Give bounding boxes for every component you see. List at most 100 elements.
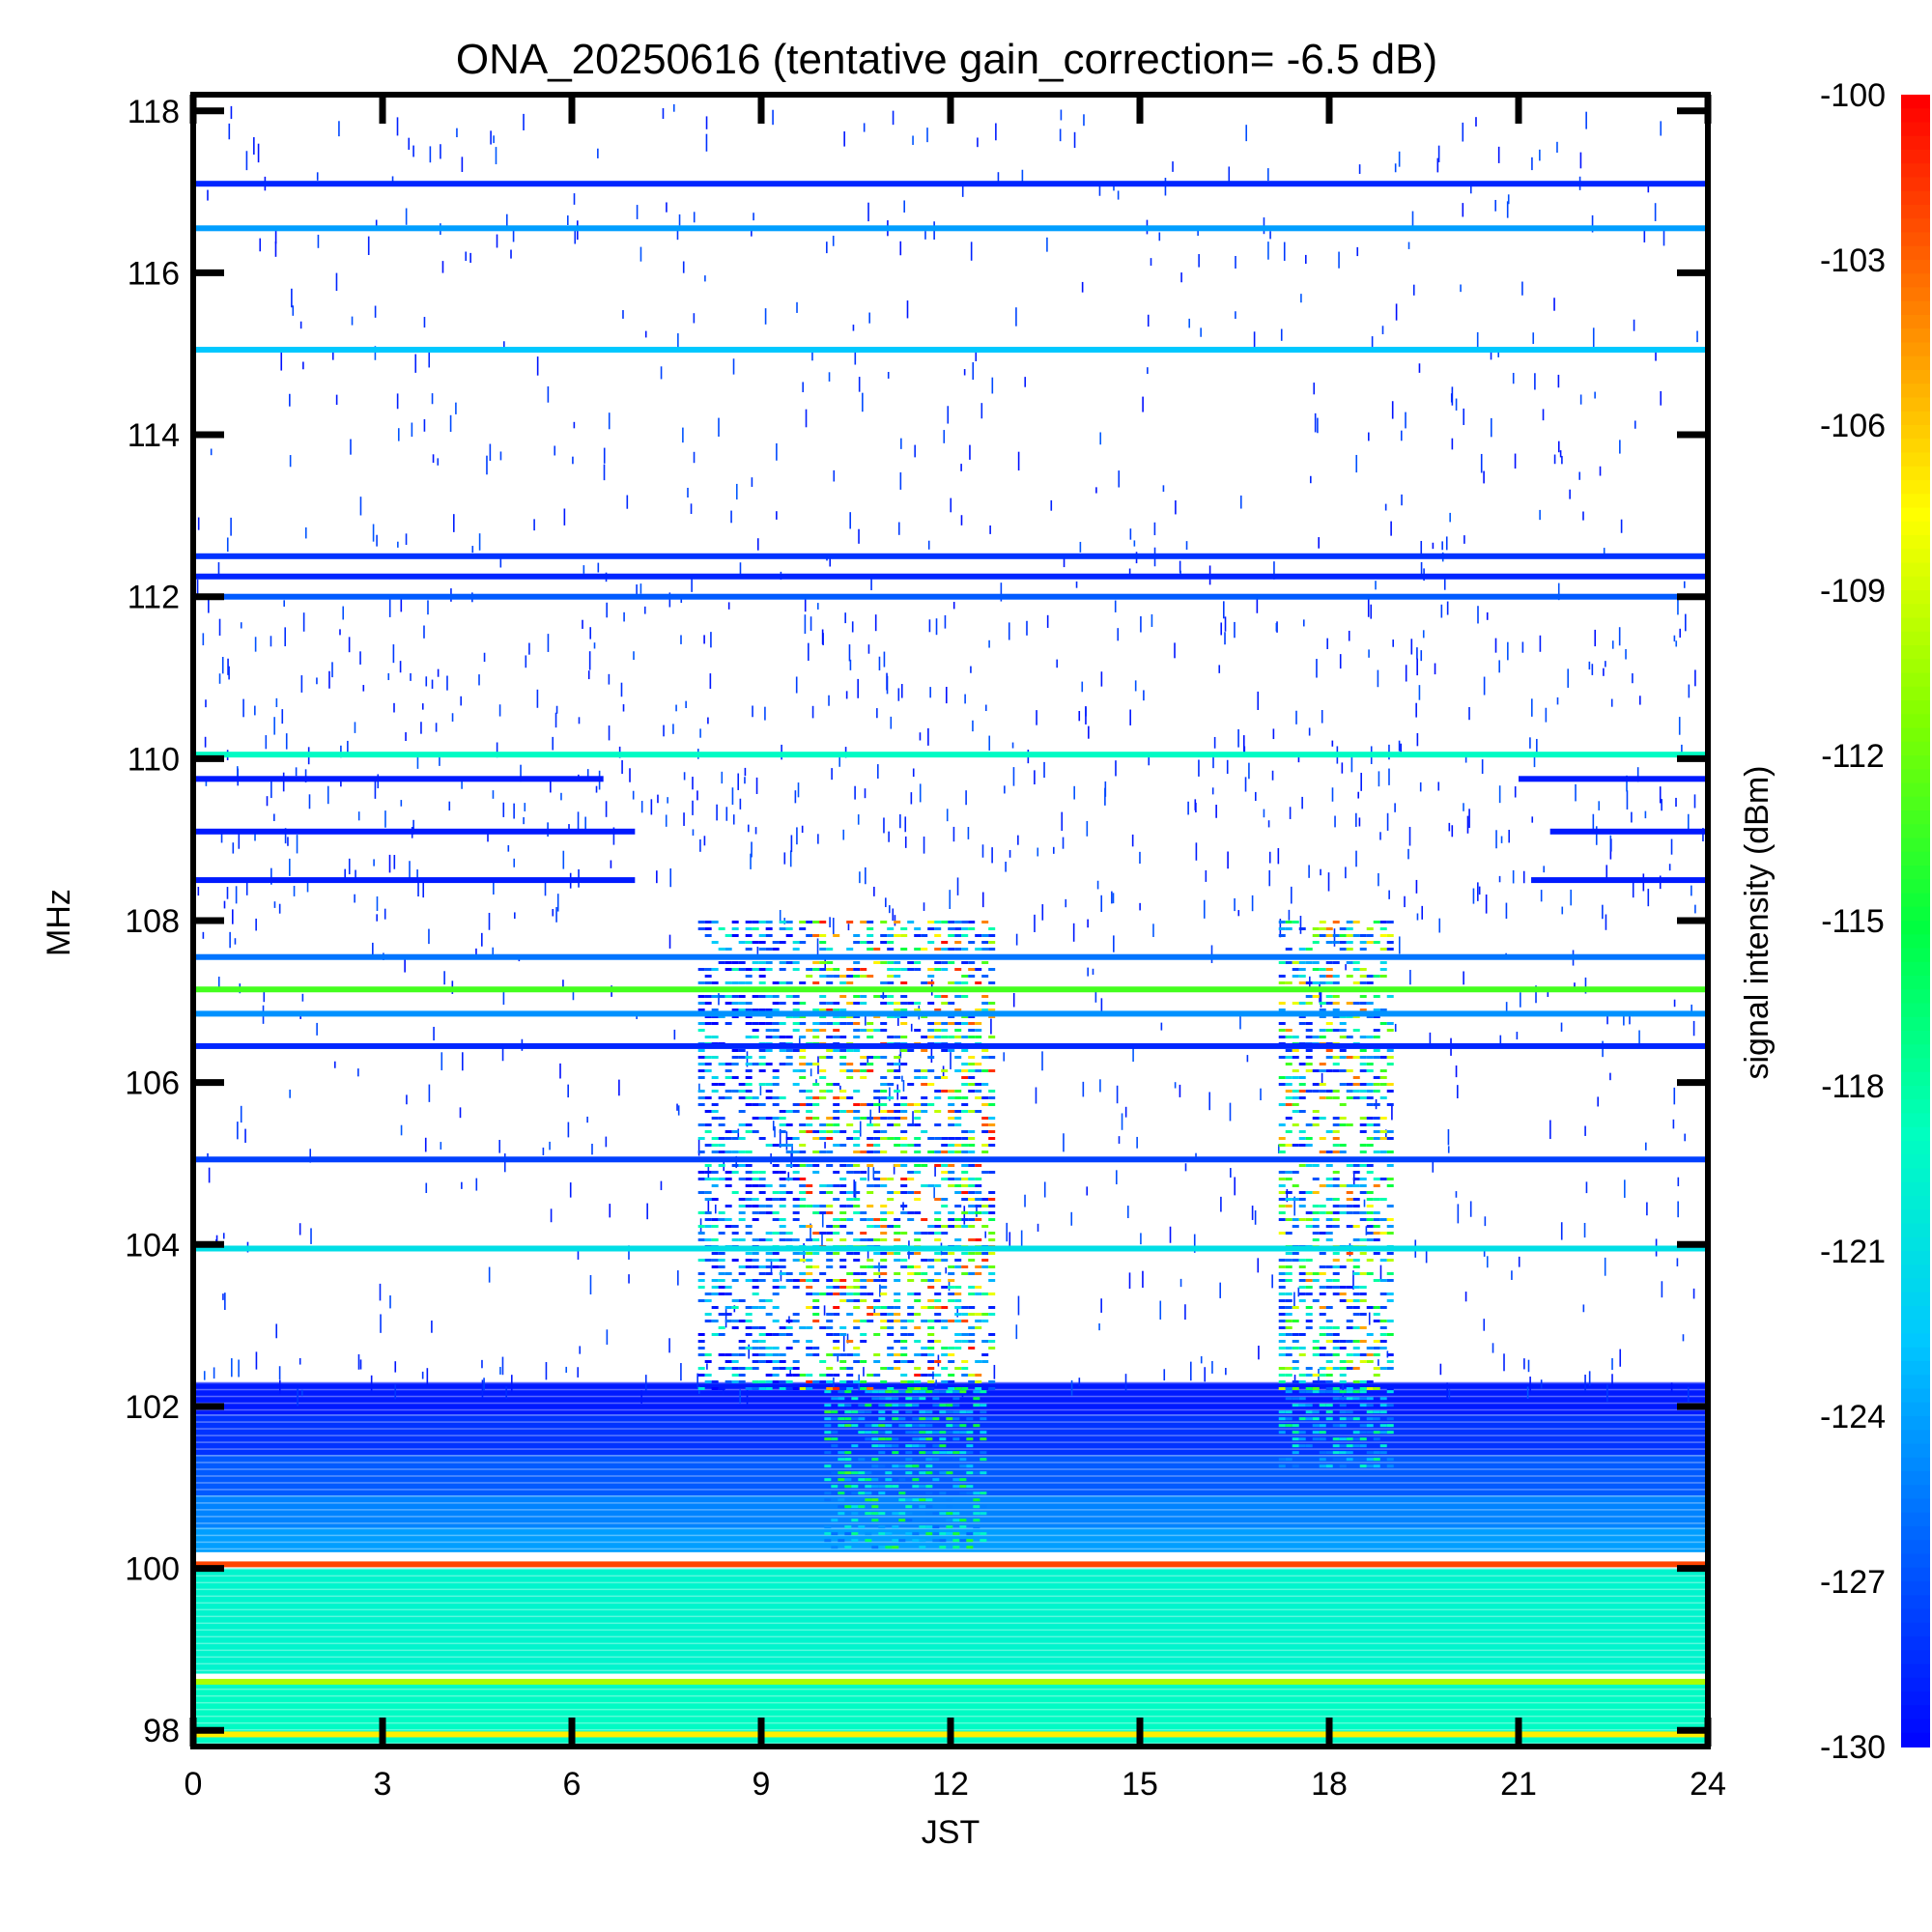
y-tick-label: 110 — [128, 741, 180, 778]
activity-cell — [697, 1367, 705, 1370]
activity-cell — [853, 1029, 861, 1032]
activity-cell — [758, 1103, 766, 1106]
colorbar-step — [1901, 1581, 1930, 1597]
activity-cell — [894, 1103, 901, 1106]
activity-cell — [758, 1137, 766, 1140]
activity-cell — [1319, 1069, 1326, 1072]
y-tick-label: 104 — [125, 1227, 180, 1264]
activity-cell — [1352, 961, 1360, 964]
activity-cell — [1298, 1374, 1306, 1377]
activity-cell — [806, 1265, 813, 1268]
noise-mark — [644, 330, 647, 338]
noise-mark — [984, 1231, 987, 1238]
activity-cell — [959, 1485, 967, 1489]
activity-cell — [1278, 1424, 1286, 1428]
activity-cell — [1366, 1164, 1374, 1167]
activity-cell — [738, 1123, 746, 1126]
activity-cell — [900, 1015, 908, 1018]
activity-cell — [871, 1390, 879, 1394]
activity-cell — [799, 1022, 807, 1025]
noise-mark — [425, 676, 428, 687]
activity-cell — [898, 1519, 906, 1522]
activity-cell — [894, 1090, 901, 1093]
noise-mark — [483, 652, 486, 663]
activity-cell — [792, 1360, 800, 1363]
activity-cell — [799, 981, 807, 984]
activity-cell — [988, 1123, 996, 1126]
noise-mark — [1529, 737, 1531, 749]
activity-cell — [1305, 1144, 1313, 1147]
activity-cell — [892, 1451, 899, 1455]
noise-mark — [666, 202, 668, 213]
noise-mark — [1457, 1085, 1459, 1098]
activity-cell — [966, 1492, 974, 1495]
activity-cell — [772, 1353, 780, 1356]
noise-mark — [567, 1084, 569, 1098]
activity-cell — [912, 1404, 920, 1407]
colorbar-step — [1901, 494, 1930, 509]
activity-cell — [921, 1110, 928, 1113]
noise-mark — [899, 241, 902, 256]
activity-cell — [988, 1218, 996, 1221]
activity-cell — [711, 1387, 719, 1390]
activity-cell — [785, 1063, 793, 1065]
activity-cell — [779, 1272, 786, 1275]
activity-cell — [1285, 1299, 1293, 1302]
activity-cell — [806, 1380, 813, 1383]
activity-cell — [914, 1137, 922, 1140]
activity-cell — [833, 1083, 840, 1086]
activity-cell — [892, 1444, 899, 1448]
noise-mark — [1447, 1128, 1450, 1146]
noise-mark — [1592, 327, 1595, 348]
noise-mark — [876, 708, 878, 719]
activity-cell — [718, 1211, 725, 1214]
activity-cell — [838, 1417, 845, 1421]
activity-cell — [792, 1009, 800, 1011]
noise-mark — [772, 109, 774, 126]
activity-cell — [939, 1532, 947, 1536]
noise-mark — [1228, 166, 1231, 182]
noise-mark — [1063, 1133, 1065, 1152]
activity-cell — [1359, 1380, 1367, 1383]
activity-cell — [1339, 1056, 1347, 1059]
activity-cell — [844, 1390, 852, 1394]
activity-cell — [954, 995, 962, 998]
noise-mark — [1579, 152, 1582, 169]
noise-mark — [1358, 164, 1361, 174]
noise-mark — [1609, 847, 1612, 860]
activity-cell — [1366, 1259, 1374, 1262]
noise-mark — [950, 497, 952, 513]
activity-cell — [988, 1137, 996, 1140]
noise-mark — [1317, 417, 1319, 434]
noise-mark — [1310, 475, 1312, 484]
noise-mark — [217, 977, 220, 991]
noise-mark — [1584, 1375, 1586, 1392]
activity-cell — [731, 1367, 739, 1370]
activity-cell — [718, 1117, 725, 1120]
activity-cell — [745, 1130, 753, 1133]
noise-mark — [1466, 815, 1469, 834]
activity-cell — [1366, 1360, 1374, 1363]
activity-cell — [824, 1390, 832, 1394]
activity-cell — [697, 1232, 705, 1235]
activity-cell — [711, 1083, 719, 1086]
noise-mark — [787, 1172, 790, 1181]
noise-mark — [1152, 923, 1154, 937]
band-stripe — [193, 1502, 1708, 1504]
activity-cell — [946, 1431, 953, 1435]
noise-mark — [829, 917, 831, 927]
activity-cell — [952, 1397, 960, 1401]
activity-cell — [724, 1367, 732, 1370]
activity-cell — [833, 1374, 840, 1377]
activity-cell — [934, 995, 942, 998]
activity-cell — [697, 1286, 705, 1289]
activity-cell — [954, 1286, 962, 1289]
activity-cell — [954, 1151, 962, 1153]
y-tick-label: 116 — [128, 255, 180, 292]
activity-cell — [819, 1022, 827, 1025]
noise-mark — [864, 788, 867, 799]
noise-mark — [899, 472, 902, 490]
activity-cell — [853, 1380, 861, 1383]
activity-cell — [1346, 1360, 1353, 1363]
noise-mark — [1378, 1359, 1379, 1366]
